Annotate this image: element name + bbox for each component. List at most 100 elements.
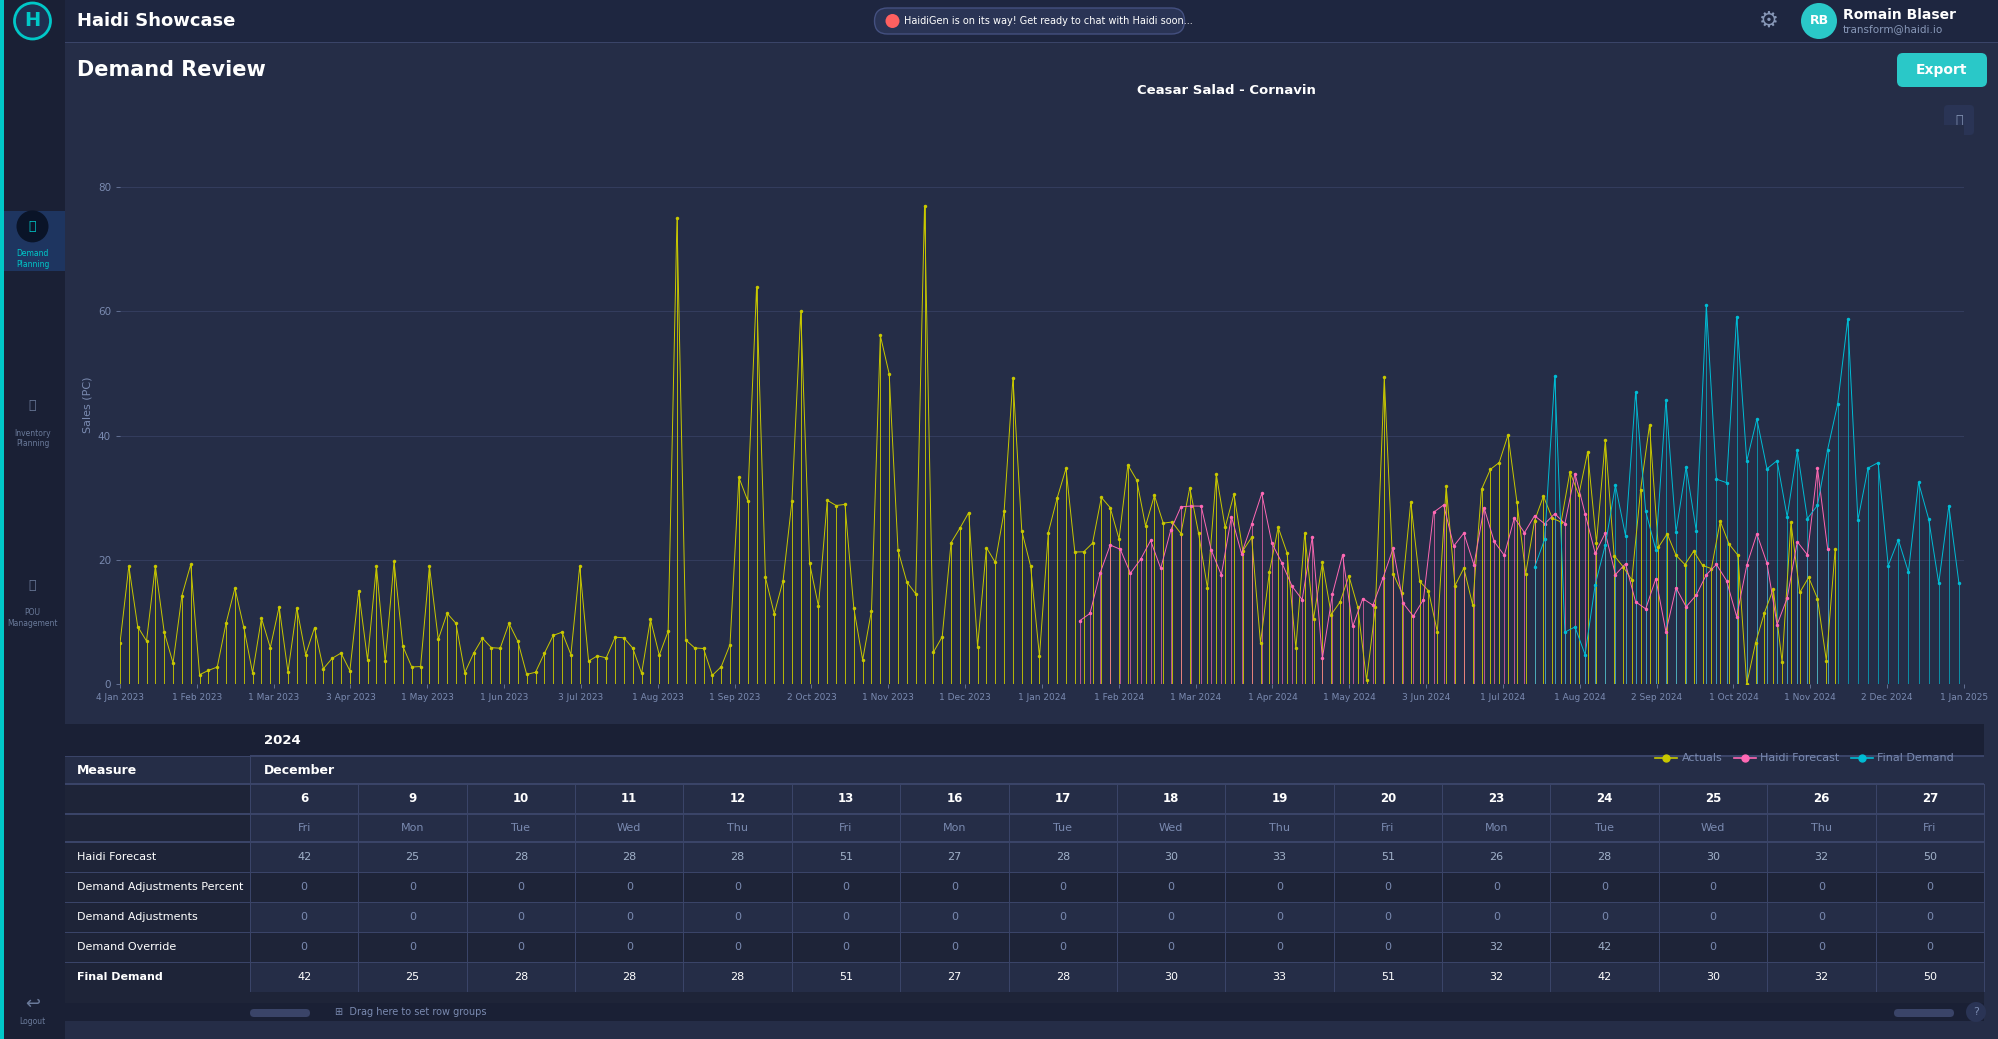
Text: 51: 51 bbox=[1381, 852, 1395, 862]
Bar bbox=[66, 784, 1982, 814]
Text: 28: 28 bbox=[513, 852, 527, 862]
Text: 0: 0 bbox=[841, 882, 849, 893]
Text: 28: 28 bbox=[729, 973, 745, 982]
Text: 📊: 📊 bbox=[28, 220, 36, 233]
Text: Wed: Wed bbox=[1700, 823, 1724, 833]
Text: 0: 0 bbox=[1059, 942, 1065, 952]
Text: 30: 30 bbox=[1704, 852, 1718, 862]
Text: 0: 0 bbox=[625, 912, 633, 922]
Text: 0: 0 bbox=[1275, 912, 1283, 922]
Text: 0: 0 bbox=[625, 942, 633, 952]
Text: 0: 0 bbox=[1059, 882, 1065, 893]
Bar bbox=[66, 902, 250, 932]
Text: 42: 42 bbox=[1596, 942, 1610, 952]
Text: 0: 0 bbox=[951, 942, 957, 952]
Text: 25: 25 bbox=[406, 852, 420, 862]
Text: Fri: Fri bbox=[839, 823, 853, 833]
Text: 0: 0 bbox=[1275, 882, 1283, 893]
Text: Wed: Wed bbox=[617, 823, 641, 833]
Text: 25: 25 bbox=[406, 973, 420, 982]
Bar bbox=[4, 211, 66, 271]
Text: 0: 0 bbox=[1600, 882, 1606, 893]
Text: 42: 42 bbox=[298, 973, 312, 982]
Text: 0: 0 bbox=[1385, 882, 1391, 893]
Text: ?: ? bbox=[1972, 1007, 1978, 1017]
Bar bbox=[66, 814, 1982, 842]
Text: 28: 28 bbox=[729, 852, 745, 862]
Text: 28: 28 bbox=[1055, 973, 1069, 982]
Text: 0: 0 bbox=[625, 882, 633, 893]
Text: 32: 32 bbox=[1814, 973, 1828, 982]
Circle shape bbox=[885, 14, 899, 28]
Bar bbox=[66, 1003, 1982, 1021]
FancyBboxPatch shape bbox=[1892, 1009, 1952, 1017]
Text: 0: 0 bbox=[951, 882, 957, 893]
Circle shape bbox=[1800, 3, 1836, 39]
Bar bbox=[66, 962, 1982, 992]
FancyBboxPatch shape bbox=[250, 1009, 310, 1017]
Text: 0: 0 bbox=[1926, 882, 1932, 893]
Text: 0: 0 bbox=[517, 912, 523, 922]
Bar bbox=[66, 842, 250, 872]
Text: Fri: Fri bbox=[1922, 823, 1936, 833]
Text: 0: 0 bbox=[1059, 912, 1065, 922]
Circle shape bbox=[16, 390, 48, 422]
Text: 6: 6 bbox=[300, 793, 308, 805]
Text: Tue: Tue bbox=[1053, 823, 1071, 833]
Bar bbox=[66, 756, 1982, 784]
Text: 33: 33 bbox=[1273, 973, 1287, 982]
Text: 0: 0 bbox=[300, 942, 308, 952]
Bar bbox=[66, 724, 1982, 756]
Text: 23: 23 bbox=[1487, 793, 1504, 805]
Text: 0: 0 bbox=[1167, 942, 1175, 952]
Text: 0: 0 bbox=[1708, 942, 1716, 952]
Text: 0: 0 bbox=[300, 882, 308, 893]
Text: POU
Management: POU Management bbox=[8, 608, 58, 628]
Text: 0: 0 bbox=[1926, 912, 1932, 922]
Circle shape bbox=[1964, 1002, 1984, 1022]
Bar bbox=[0, 0, 1998, 42]
Text: 👤: 👤 bbox=[28, 579, 36, 592]
Circle shape bbox=[16, 569, 48, 602]
Bar bbox=[66, 902, 1982, 932]
Text: 33: 33 bbox=[1273, 852, 1287, 862]
Bar bbox=[66, 814, 250, 842]
Text: 0: 0 bbox=[517, 942, 523, 952]
Bar bbox=[66, 842, 1982, 872]
Text: 0: 0 bbox=[733, 912, 741, 922]
Text: 🔍: 🔍 bbox=[1954, 113, 1962, 127]
Text: 2024: 2024 bbox=[264, 734, 300, 746]
Bar bbox=[66, 784, 250, 814]
Bar bbox=[66, 872, 250, 902]
Text: 32: 32 bbox=[1489, 973, 1502, 982]
Text: 0: 0 bbox=[733, 882, 741, 893]
Text: 30: 30 bbox=[1163, 973, 1177, 982]
Text: 0: 0 bbox=[410, 912, 416, 922]
Text: 16: 16 bbox=[945, 793, 963, 805]
Text: Tue: Tue bbox=[511, 823, 529, 833]
Text: 26: 26 bbox=[1812, 793, 1828, 805]
Bar bbox=[66, 724, 1982, 1021]
Text: 0: 0 bbox=[1167, 912, 1175, 922]
Y-axis label: Sales (PC): Sales (PC) bbox=[82, 376, 92, 433]
Text: Demand Adjustments Percent: Demand Adjustments Percent bbox=[78, 882, 244, 893]
Text: 19: 19 bbox=[1271, 793, 1287, 805]
Text: 28: 28 bbox=[1055, 852, 1069, 862]
Bar bbox=[4, 0, 66, 1039]
Text: Ceasar Salad - Cornavin: Ceasar Salad - Cornavin bbox=[1137, 84, 1315, 97]
Text: transform@haidi.io: transform@haidi.io bbox=[1842, 24, 1942, 34]
Text: Inventory
Planning: Inventory Planning bbox=[14, 429, 50, 448]
Text: Tue: Tue bbox=[1594, 823, 1612, 833]
Text: Wed: Wed bbox=[1159, 823, 1183, 833]
Text: 10: 10 bbox=[513, 793, 529, 805]
Bar bbox=[66, 872, 1982, 902]
Bar bbox=[66, 932, 1982, 962]
Text: Fri: Fri bbox=[298, 823, 312, 833]
Bar bbox=[66, 962, 250, 992]
Text: 18: 18 bbox=[1163, 793, 1179, 805]
Text: Logout: Logout bbox=[20, 1016, 46, 1025]
Text: ⊞  Drag here to set row groups: ⊞ Drag here to set row groups bbox=[336, 1007, 486, 1017]
Text: Haidi Showcase: Haidi Showcase bbox=[78, 12, 236, 30]
Text: Thu: Thu bbox=[1269, 823, 1289, 833]
Text: 0: 0 bbox=[410, 942, 416, 952]
